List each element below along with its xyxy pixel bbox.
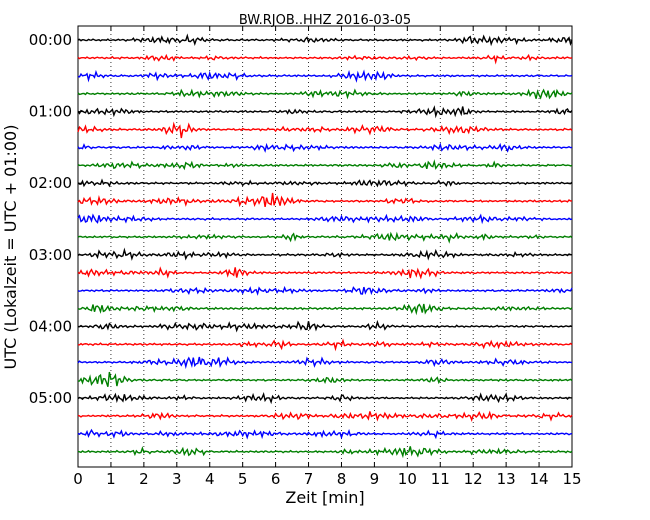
trace-0400 — [77, 319, 573, 333]
trace-0300 — [77, 247, 573, 261]
trace-0100 — [77, 105, 573, 119]
x-tick-label: 6 — [271, 470, 281, 488]
x-tick-label: 10 — [398, 470, 417, 488]
trace-0130 — [77, 142, 573, 153]
trace-0430 — [77, 356, 573, 370]
trace-0315 — [77, 266, 573, 280]
trace-0015 — [77, 53, 573, 65]
y-tick-label: 04:00 — [29, 317, 72, 335]
trace-0545 — [77, 446, 573, 459]
y-axis-label: UTC (Lokalzeit = UTC + 01:00) — [1, 125, 20, 370]
y-tick-label: 00:00 — [29, 31, 72, 49]
x-tick-label: 14 — [530, 470, 549, 488]
x-tick-label: 4 — [205, 470, 215, 488]
trace-0500 — [77, 391, 573, 405]
x-axis-ticks: 0 1 2 3 4 5 6 7 8 9 10 11 12 13 14 15 — [73, 26, 582, 488]
chart-title: BW.RJOB..HHZ 2016-03-05 — [239, 13, 411, 28]
trace-0115 — [77, 121, 573, 139]
trace-0530 — [77, 428, 573, 440]
trace-0000 — [77, 33, 573, 47]
trace-0515 — [77, 410, 573, 422]
trace-0030 — [77, 69, 573, 83]
trace-0330 — [77, 285, 573, 296]
x-tick-label: 3 — [172, 470, 182, 488]
seismic-traces — [77, 33, 573, 459]
x-tick-label: 5 — [238, 470, 248, 488]
y-tick-label: 01:00 — [29, 103, 72, 121]
trace-0215 — [77, 192, 573, 208]
vertical-grid-lines — [110, 26, 540, 467]
trace-0415 — [77, 338, 573, 352]
trace-0345 — [77, 303, 573, 316]
y-tick-label: 02:00 — [29, 174, 72, 192]
y-tick-label: 03:00 — [29, 246, 72, 264]
x-tick-label: 0 — [73, 470, 83, 488]
x-tick-label: 15 — [562, 470, 581, 488]
x-tick-label: 11 — [431, 470, 450, 488]
x-tick-label: 9 — [370, 470, 380, 488]
trace-0045 — [77, 88, 573, 100]
trace-0245 — [77, 231, 573, 244]
x-tick-label: 12 — [464, 470, 483, 488]
x-tick-label: 13 — [497, 470, 516, 488]
x-tick-label: 8 — [337, 470, 347, 488]
trace-0230 — [77, 213, 573, 225]
plot-frame — [77, 25, 573, 468]
x-tick-label: 7 — [304, 470, 314, 488]
y-axis-ticks: 00:00 01:00 02:00 03:00 04:00 05:00 — [29, 31, 572, 407]
trace-0145 — [77, 159, 573, 171]
x-tick-label: 1 — [106, 470, 116, 488]
trace-0445 — [77, 371, 573, 387]
trace-0200 — [77, 178, 573, 188]
y-tick-label: 05:00 — [29, 389, 72, 407]
x-axis-label: Zeit [min] — [285, 488, 364, 507]
x-tick-label: 2 — [139, 470, 149, 488]
